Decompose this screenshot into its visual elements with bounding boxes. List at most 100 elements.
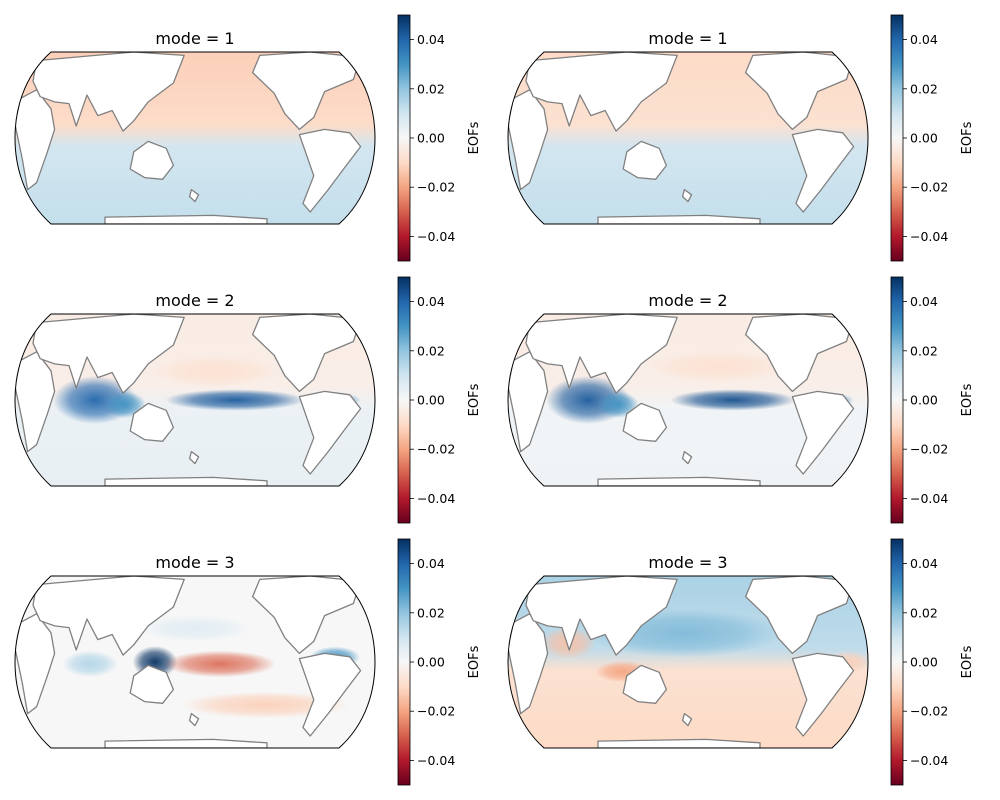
eof-field bbox=[508, 314, 868, 486]
eof-panel: mode = 1 0.04 0.02 0.00 −0.02 −0.04 EOFs bbox=[507, 14, 975, 262]
land-africa bbox=[508, 89, 549, 191]
colorbar-tick-label: 0.04 bbox=[910, 556, 938, 571]
land-new-zealand bbox=[681, 712, 693, 727]
land-eurasia bbox=[525, 576, 678, 656]
colorbar-tick-label: 0.02 bbox=[417, 81, 445, 96]
colorbar-tick-label: 0.02 bbox=[910, 343, 938, 358]
map-outline bbox=[507, 51, 869, 225]
panel-title: mode = 3 bbox=[648, 553, 727, 572]
panel-title: mode = 3 bbox=[155, 553, 234, 572]
colorbar-gradient bbox=[397, 276, 411, 524]
colorbar-tick-label: −0.04 bbox=[910, 753, 948, 768]
colorbar: 0.04 0.02 0.00 −0.02 −0.04 EOFs bbox=[397, 276, 482, 524]
land-eurasia bbox=[525, 314, 678, 394]
eof-panel: mode = 2 0.04 0.02 0.00 −0.02 −0.04 EOFs bbox=[14, 276, 482, 524]
map-outline bbox=[14, 51, 376, 225]
colorbar: 0.04 0.02 0.00 −0.02 −0.04 EOFs bbox=[890, 14, 975, 262]
colorbar-tick-label: 0.02 bbox=[910, 81, 938, 96]
colorbar-tick-label: −0.02 bbox=[417, 704, 455, 719]
colorbar-tick-label: 0.02 bbox=[417, 343, 445, 358]
colorbar-tick-label: −0.04 bbox=[417, 753, 455, 768]
land-australia bbox=[622, 402, 668, 442]
land-new-zealand bbox=[681, 188, 693, 203]
map-outline bbox=[14, 313, 376, 487]
land-antarctica-edge bbox=[597, 214, 761, 224]
eof-field bbox=[508, 52, 868, 224]
land-africa bbox=[15, 613, 56, 715]
colorbar: 0.04 0.02 0.00 −0.02 −0.04 EOFs bbox=[397, 538, 482, 786]
land-australia bbox=[129, 664, 175, 704]
land-greenland bbox=[852, 52, 868, 70]
land-greenland bbox=[852, 576, 868, 594]
land-eurasia bbox=[525, 52, 678, 132]
colorbar-gradient bbox=[890, 14, 904, 262]
colorbar-tick-label: 0.00 bbox=[417, 131, 445, 146]
colorbar-gradient bbox=[890, 276, 904, 524]
land-greenland bbox=[359, 52, 375, 70]
colorbar-tick-label: 0.00 bbox=[417, 655, 445, 670]
map-outline bbox=[507, 575, 869, 749]
land-antarctica-edge bbox=[597, 476, 761, 486]
panel-title: mode = 1 bbox=[155, 29, 234, 48]
land-australia bbox=[129, 402, 175, 442]
panel-title: mode = 2 bbox=[155, 291, 234, 310]
anomaly-feature bbox=[597, 391, 639, 419]
map-outline bbox=[507, 313, 869, 487]
colorbar-label: EOFs bbox=[960, 121, 975, 154]
colorbar-tick-label: 0.04 bbox=[417, 556, 445, 571]
land-new-zealand bbox=[681, 450, 693, 465]
land-africa bbox=[508, 613, 549, 715]
land-antarctica-edge bbox=[104, 738, 268, 748]
colorbar-tick-label: −0.04 bbox=[910, 229, 948, 244]
land-eurasia bbox=[32, 52, 185, 132]
colorbar-label: EOFs bbox=[467, 383, 482, 416]
land-africa bbox=[15, 89, 56, 191]
anomaly-feature bbox=[139, 615, 251, 642]
eof-panel: mode = 2 0.04 0.02 0.00 −0.02 −0.04 EOFs bbox=[507, 276, 975, 524]
colorbar-tick-label: −0.04 bbox=[910, 491, 948, 506]
colorbar-tick-label: 0.04 bbox=[417, 294, 445, 309]
colorbar-label: EOFs bbox=[960, 383, 975, 416]
land-new-zealand bbox=[188, 188, 200, 203]
land-new-zealand bbox=[188, 712, 200, 727]
land-south-america bbox=[791, 652, 855, 737]
anomaly-feature bbox=[104, 391, 146, 419]
colorbar: 0.04 0.02 0.00 −0.02 −0.04 EOFs bbox=[397, 14, 482, 262]
land-south-america bbox=[791, 390, 855, 475]
panel-title: mode = 1 bbox=[648, 29, 727, 48]
colorbar-tick-label: −0.02 bbox=[417, 180, 455, 195]
land-australia bbox=[622, 140, 668, 180]
land-south-america bbox=[298, 390, 362, 475]
eof-field bbox=[15, 314, 375, 486]
colorbar-tick-label: 0.02 bbox=[910, 605, 938, 620]
eof-panel: mode = 1 0.04 0.02 0.00 −0.02 −0.04 EOFs bbox=[14, 14, 482, 262]
land-antarctica-edge bbox=[104, 476, 268, 486]
colorbar-tick-label: 0.04 bbox=[417, 32, 445, 47]
colorbar-label: EOFs bbox=[467, 645, 482, 678]
colorbar-tick-label: 0.00 bbox=[417, 393, 445, 408]
land-south-america bbox=[791, 128, 855, 213]
colorbar-tick-label: 0.00 bbox=[910, 131, 938, 146]
land-greenland bbox=[359, 314, 375, 332]
colorbar-label: EOFs bbox=[467, 121, 482, 154]
map-outline bbox=[14, 575, 376, 749]
anomaly-feature bbox=[165, 389, 305, 411]
anomaly-feature bbox=[181, 691, 349, 719]
land-australia bbox=[129, 140, 175, 180]
anomaly-feature bbox=[152, 355, 278, 388]
colorbar-label: EOFs bbox=[960, 645, 975, 678]
colorbar-tick-label: −0.02 bbox=[910, 704, 948, 719]
colorbar-tick-label: 0.00 bbox=[910, 655, 938, 670]
colorbar-tick-label: −0.02 bbox=[417, 442, 455, 457]
eof-panel: mode = 3 0.04 0.02 0.00 −0.02 −0.04 EOFs bbox=[14, 538, 482, 786]
land-australia bbox=[622, 664, 668, 704]
colorbar-tick-label: −0.04 bbox=[417, 491, 455, 506]
colorbar-tick-label: 0.00 bbox=[910, 393, 938, 408]
anomaly-feature bbox=[164, 650, 276, 678]
colorbar-gradient bbox=[397, 538, 411, 786]
land-greenland bbox=[852, 314, 868, 332]
land-south-america bbox=[298, 652, 362, 737]
eof-field bbox=[15, 52, 375, 224]
colorbar-tick-label: −0.02 bbox=[910, 442, 948, 457]
